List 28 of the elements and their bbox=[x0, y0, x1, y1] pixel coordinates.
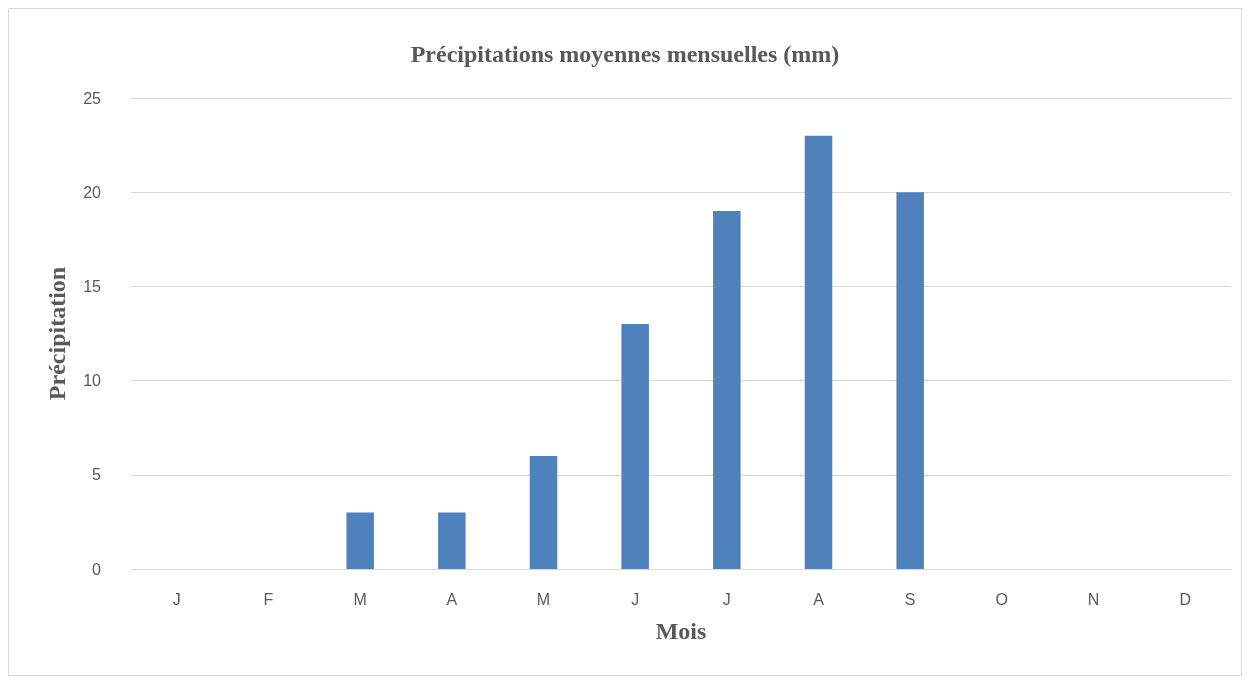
y-tick-label: 10 bbox=[83, 372, 102, 390]
x-tick-label: M bbox=[353, 590, 367, 608]
y-tick-label: 5 bbox=[92, 466, 102, 484]
x-tick-label: N bbox=[1087, 590, 1100, 608]
bar bbox=[438, 512, 466, 569]
y-tick-label: 15 bbox=[83, 277, 102, 295]
x-tick-label: F bbox=[263, 590, 274, 608]
bar bbox=[621, 324, 649, 569]
chart-title: Précipitations moyennes mensuelles (mm) bbox=[410, 41, 840, 67]
x-tick-label: J bbox=[722, 590, 731, 608]
x-axis-title: Mois bbox=[655, 618, 707, 644]
x-tick-label: J bbox=[172, 590, 181, 608]
y-tick-label: 20 bbox=[83, 183, 102, 201]
y-axis-title: Précipitation bbox=[44, 266, 70, 401]
x-tick-label: J bbox=[631, 590, 640, 608]
bar bbox=[804, 135, 833, 569]
y-tick-label: 0 bbox=[92, 560, 102, 578]
x-tick-label: A bbox=[446, 590, 458, 608]
x-tick-label: M bbox=[536, 590, 551, 608]
x-tick-label: S bbox=[904, 590, 916, 608]
bar bbox=[529, 455, 558, 569]
x-tick-label: A bbox=[813, 590, 825, 608]
bar bbox=[896, 192, 924, 569]
x-tick-label: O bbox=[995, 590, 1009, 608]
y-tick-label: 25 bbox=[83, 89, 102, 107]
bar bbox=[713, 211, 741, 569]
bar bbox=[346, 512, 374, 569]
x-tick-label: D bbox=[1179, 590, 1191, 608]
